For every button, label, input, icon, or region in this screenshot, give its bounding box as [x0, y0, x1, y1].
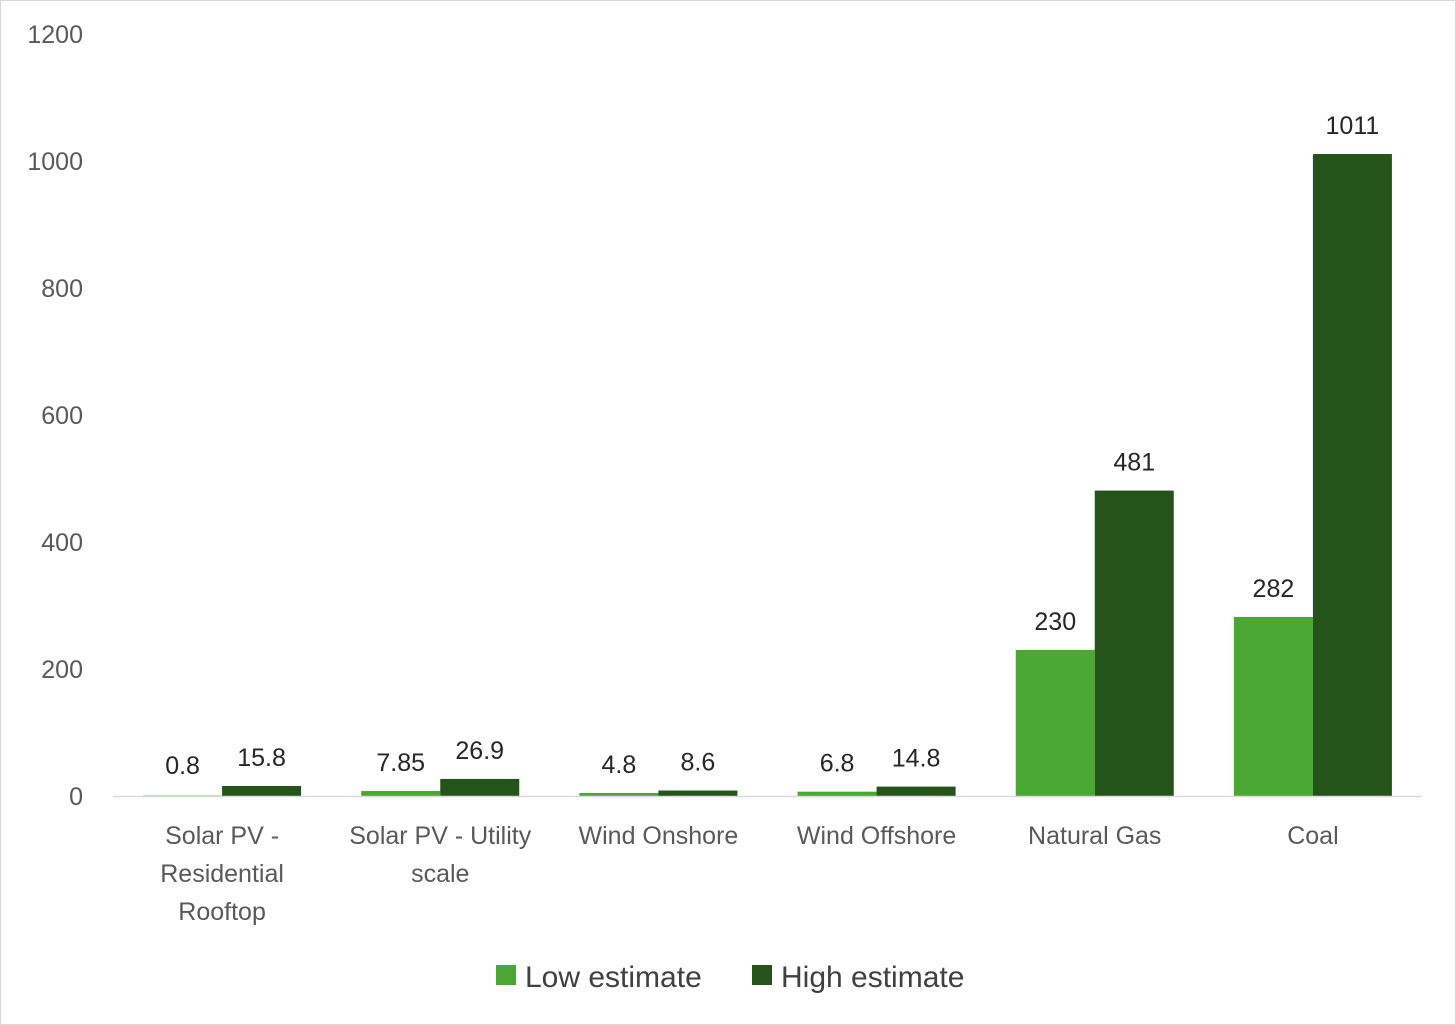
- category-label-line: Wind Offshore: [797, 822, 956, 850]
- legend: Low estimate High estimate: [496, 961, 964, 994]
- data-label: 282: [1253, 575, 1295, 603]
- category-label-line: Natural Gas: [1028, 822, 1161, 850]
- bar-high-estimate: [876, 786, 956, 796]
- bar-high-estimate: [658, 790, 738, 796]
- data-label: 4.8: [602, 751, 637, 779]
- data-label: 14.8: [892, 745, 941, 773]
- bar-high-estimate: [1312, 154, 1392, 796]
- data-label: 481: [1113, 449, 1155, 477]
- category-label: Wind Offshore: [797, 822, 956, 850]
- category-labels: Solar PV - Residential Rooftop Solar PV - U…: [160, 822, 1338, 926]
- bars: [143, 154, 1392, 796]
- y-tick-label: 0: [69, 783, 83, 811]
- y-tick-label: 1200: [27, 21, 83, 49]
- legend-swatch-high: [752, 965, 772, 985]
- bar-high-estimate: [1094, 490, 1174, 796]
- bar-low-estimate: [143, 795, 223, 796]
- y-tick-label: 1000: [27, 148, 83, 176]
- legend-swatch-low: [496, 965, 516, 985]
- bar-low-estimate: [797, 791, 877, 796]
- data-label: 8.6: [681, 749, 716, 777]
- y-tick-label: 400: [41, 529, 83, 557]
- data-label: 26.9: [455, 737, 504, 765]
- category-label-line: Solar PV - Utility: [349, 822, 531, 850]
- data-label: 0.8: [165, 752, 200, 780]
- category-label-line: scale: [411, 860, 469, 888]
- bar-low-estimate: [1233, 616, 1313, 796]
- data-label: 15.8: [237, 744, 286, 772]
- category-label-line: Coal: [1287, 822, 1338, 850]
- y-tick-label: 800: [41, 275, 83, 303]
- y-tick-label: 200: [41, 656, 83, 684]
- bar-low-estimate: [1015, 649, 1095, 796]
- bar-low-estimate: [579, 792, 659, 796]
- bar-low-estimate: [361, 791, 441, 796]
- y-tick-label: 600: [41, 402, 83, 430]
- category-label: Solar PV - Residential Rooftop: [160, 822, 284, 926]
- data-labels: 0.8 15.8 7.85 26.9 4.8 8.6 6.8 14.8 230 481 282 101…: [165, 112, 1379, 780]
- bar-high-estimate: [440, 778, 520, 796]
- y-axis-ticks: 0 200 400 600 800 1000 1200: [27, 21, 83, 811]
- category-label-line: Residential: [160, 860, 284, 888]
- category-label-line: Solar PV -: [165, 822, 279, 850]
- bar-high-estimate: [222, 785, 302, 796]
- category-label-line: Rooftop: [178, 898, 266, 926]
- legend-label-high: High estimate: [781, 961, 964, 994]
- category-label: Natural Gas: [1028, 822, 1161, 850]
- legend-label-low: Low estimate: [525, 961, 702, 994]
- category-label: Solar PV - Utility scale: [349, 822, 531, 888]
- category-label: Coal: [1287, 822, 1338, 850]
- category-label: Wind Onshore: [579, 822, 739, 850]
- data-label: 1011: [1326, 112, 1380, 140]
- data-label: 230: [1034, 608, 1076, 636]
- data-label: 7.85: [376, 749, 425, 777]
- category-label-line: Wind Onshore: [579, 822, 739, 850]
- data-label: 6.8: [820, 750, 855, 778]
